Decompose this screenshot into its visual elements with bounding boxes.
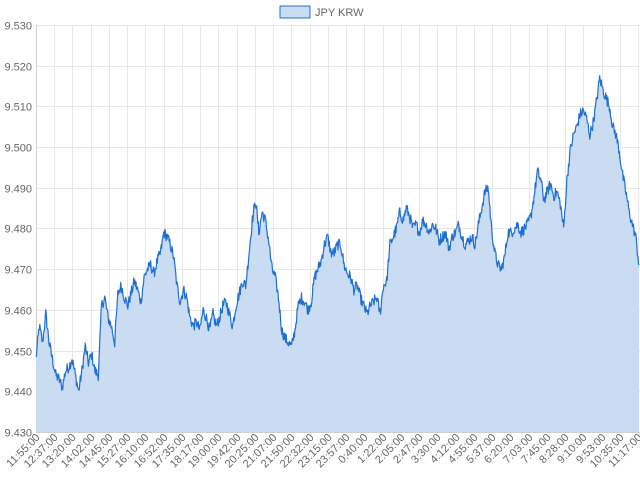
y-tick-label: 9.510 xyxy=(4,102,32,114)
y-tick-label: 9.430 xyxy=(4,428,32,440)
x-axis-ticks: 11:55:0012:37:0013:20:0014:02:0014:45:00… xyxy=(4,432,640,471)
legend-swatch xyxy=(279,5,311,19)
y-tick-label: 9.450 xyxy=(4,347,32,359)
series-area xyxy=(36,75,639,432)
plot-area xyxy=(35,75,640,432)
y-axis-ticks: 9.430 9.440 9.450 9.460 9.470 9.480 9.490 9.500… xyxy=(4,21,32,440)
legend[interactable]: JPY KRW xyxy=(279,5,364,19)
y-tick-label: 9.460 xyxy=(4,306,32,318)
y-tick-label: 9.440 xyxy=(4,387,32,399)
y-tick-label: 9.500 xyxy=(4,143,32,155)
series-line xyxy=(35,75,640,391)
y-tick-label: 9.470 xyxy=(4,265,32,277)
legend-label: JPY KRW xyxy=(315,7,364,19)
y-tick-label: 9.490 xyxy=(4,184,32,196)
y-tick-label: 9.520 xyxy=(4,62,32,74)
y-tick-label: 9.530 xyxy=(4,21,32,33)
y-tick-label: 9.480 xyxy=(4,224,32,236)
